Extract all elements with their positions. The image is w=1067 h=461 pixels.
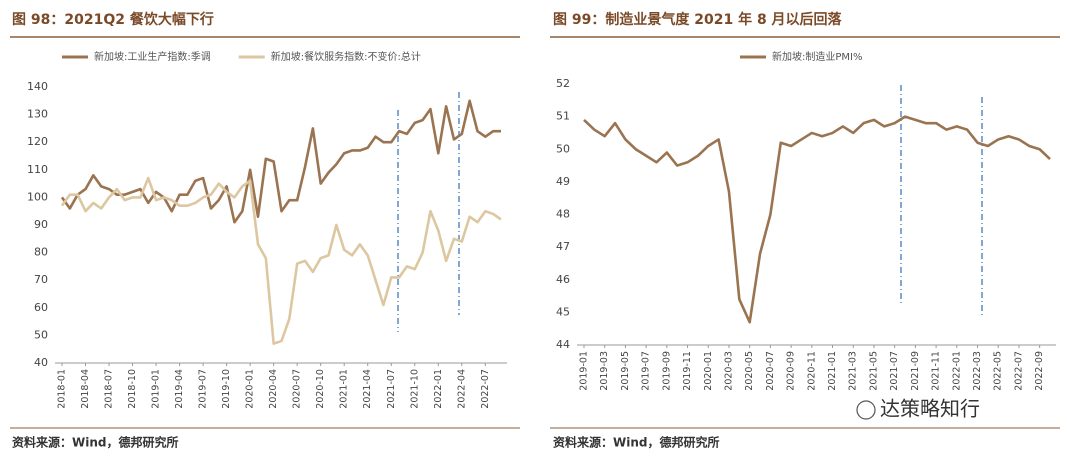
x-tick-label: 2020-11 (806, 351, 817, 391)
x-tick-label: 2019-07 (641, 351, 652, 391)
x-tick-label: 2021-01 (827, 351, 838, 391)
x-tick-label: 2022-04 (456, 369, 467, 409)
y-tick-label: 51 (556, 110, 570, 123)
x-tick-label: 2019-10 (221, 369, 232, 409)
source: 资料来源：Wind，德邦研究所 (553, 435, 719, 450)
x-tick-label: 2022-07 (1013, 351, 1024, 391)
x-tick-label: 2021-05 (868, 351, 879, 391)
x-tick-label: 2018-07 (104, 369, 115, 409)
x-tick-label: 2019-05 (620, 351, 631, 391)
x-tick-label: 2021-01 (339, 369, 350, 409)
x-tick-label: 2020-07 (765, 351, 776, 391)
y-tick-label: 40 (34, 356, 48, 369)
x-tick-label: 2021-03 (848, 351, 859, 391)
chart-title: 图 99：制造业景气度 2021 年 8 月以后回落 (553, 11, 843, 28)
x-tick-label: 2021-10 (409, 369, 420, 409)
y-tick-label: 49 (556, 175, 570, 188)
x-tick-label: 2019-11 (682, 351, 693, 391)
y-tick-label: 80 (34, 246, 48, 259)
y-tick-label: 50 (34, 328, 48, 341)
y-tick-label: 46 (556, 273, 570, 286)
x-tick-label: 2021-07 (889, 351, 900, 391)
x-tick-label: 2020-05 (744, 351, 755, 391)
x-tick-label: 2018-10 (127, 369, 138, 409)
x-tick-label: 2020-03 (723, 351, 734, 391)
series-line (583, 115, 1051, 324)
y-tick-label: 47 (556, 240, 570, 253)
legend-label: 新加坡:制造业PMI% (772, 50, 862, 63)
x-tick-label: 2022-09 (1034, 351, 1045, 391)
watermark: 达策略知行 (880, 397, 980, 421)
legend-label: 新加坡:工业生产指数:季调 (94, 50, 211, 63)
source: 资料来源：Wind，德邦研究所 (12, 435, 178, 450)
x-tick-label: 2022-01 (433, 369, 444, 409)
y-tick-label: 130 (27, 108, 48, 121)
y-tick-label: 100 (27, 190, 48, 203)
y-tick-label: 90 (34, 218, 48, 231)
watermark-icon (856, 400, 876, 420)
x-tick-label: 2018-01 (57, 369, 68, 409)
x-tick-label: 2020-09 (786, 351, 797, 391)
y-tick-label: 45 (556, 305, 570, 318)
x-tick-label: 2019-03 (599, 351, 610, 391)
y-tick-label: 52 (556, 77, 570, 90)
y-tick-label: 50 (556, 142, 570, 155)
x-tick-label: 2020-01 (703, 351, 714, 391)
x-tick-label: 2022-07 (480, 369, 491, 409)
x-tick-label: 2019-04 (174, 369, 185, 409)
x-tick-label: 2020-04 (268, 369, 279, 409)
x-tick-label: 2021-11 (931, 351, 942, 391)
x-tick-label: 2018-04 (80, 369, 91, 409)
y-tick-label: 70 (34, 273, 48, 286)
y-tick-label: 140 (27, 80, 48, 93)
series-line (60, 176, 502, 345)
x-tick-label: 2022-03 (972, 351, 983, 391)
x-tick-label: 2019-07 (198, 369, 209, 409)
x-tick-label: 2021-07 (386, 369, 397, 409)
x-tick-label: 2019-09 (661, 351, 672, 391)
y-tick-label: 120 (27, 135, 48, 148)
y-tick-label: 60 (34, 301, 48, 314)
x-tick-label: 2021-09 (910, 351, 921, 391)
y-tick-label: 48 (556, 208, 570, 221)
x-tick-label: 2019-01 (579, 351, 590, 391)
x-tick-label: 2021-04 (362, 369, 373, 409)
series-line (60, 99, 501, 224)
x-tick-label: 2020-07 (292, 369, 303, 409)
x-tick-label: 2022-01 (951, 351, 962, 391)
legend-label: 新加坡:餐饮服务指数:不变价:总计 (271, 50, 421, 63)
x-tick-label: 2022-05 (993, 351, 1004, 391)
y-tick-label: 110 (27, 163, 48, 176)
x-tick-label: 2020-10 (315, 369, 326, 409)
x-tick-label: 2019-01 (151, 369, 162, 409)
y-tick-label: 44 (556, 338, 570, 351)
chart-title: 图 98：2021Q2 餐饮大幅下行 (12, 11, 214, 28)
x-tick-label: 2020-01 (245, 369, 256, 409)
